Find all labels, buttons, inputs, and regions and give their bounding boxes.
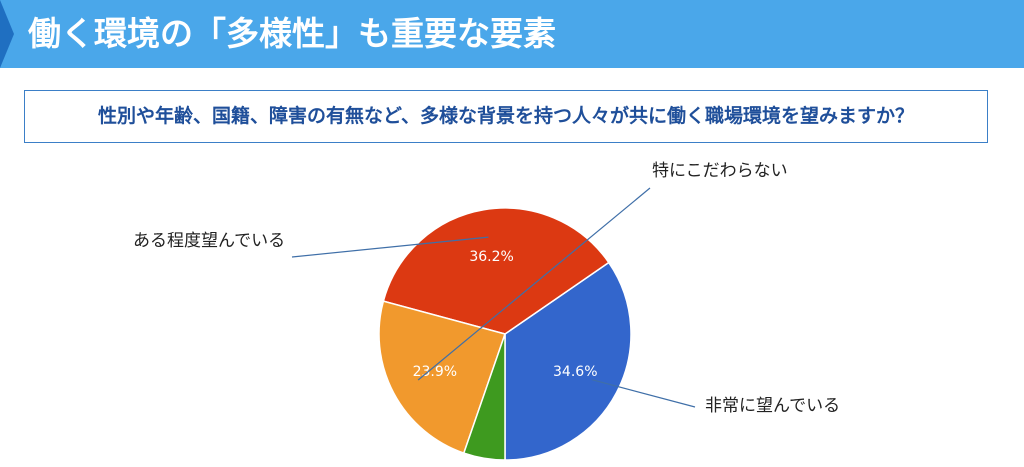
pie-slice [462, 333, 506, 461]
leader-line [291, 236, 489, 258]
slice-category-label: 特にこだわらない [652, 161, 788, 181]
header-accent [0, 0, 14, 68]
slice-category-label: 非常に望んでいる [705, 396, 840, 416]
leader-line [591, 379, 696, 408]
question-box: 性別や年齢、国籍、障害の有無など、多様な背景を持つ人々が共に働く職場環境を望みま… [24, 90, 988, 143]
leader-line [417, 187, 651, 381]
page-title: 働く環境の「多様性」も重要な要素 [28, 14, 556, 53]
slice-percent-label: 34.6% [553, 364, 597, 380]
pie-slice [382, 207, 610, 335]
pie-slice [504, 261, 632, 461]
header-band: 働く環境の「多様性」も重要な要素 [0, 0, 1024, 68]
slice-percent-label: 36.2% [469, 249, 513, 265]
pie-slice [378, 300, 506, 455]
slice-category-label: ある程度望んでいる [133, 231, 285, 251]
question-text: 性別や年齢、国籍、障害の有無など、多様な背景を持つ人々が共に働く職場環境を望みま… [97, 105, 915, 127]
